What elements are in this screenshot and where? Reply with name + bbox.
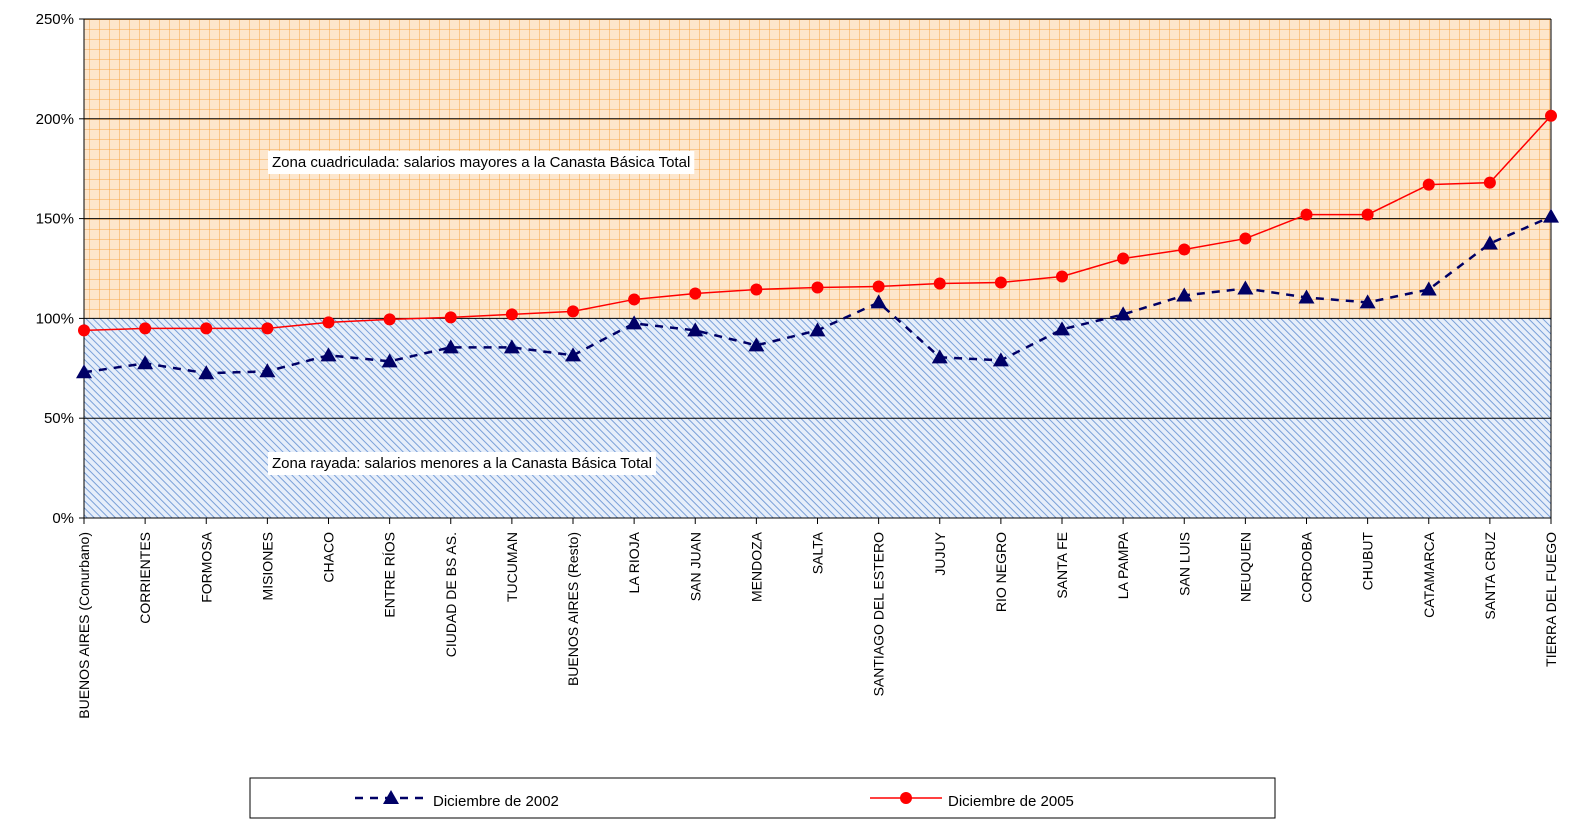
point [1359,294,1376,309]
point [322,316,335,329]
point [1237,280,1254,295]
point [137,355,154,370]
point [76,364,92,379]
x-tick-label: FORMOSA [198,531,214,602]
point [320,347,337,362]
point [261,322,274,335]
legend-marker [383,790,399,804]
point [1300,208,1313,221]
x-tick-label: NEUQUEN [1237,532,1253,602]
point [1543,208,1559,223]
point [503,339,520,354]
point [1422,178,1435,191]
x-tick-label: RIO NEGRO [993,532,1009,612]
point [565,347,581,362]
x-tick-label: BUENOS AIRES (Conurbano) [76,532,92,719]
point [750,283,763,296]
x-tick-label: BUENOS AIRES (Resto) [565,532,581,686]
point [1298,289,1315,304]
point [992,352,1009,367]
x-tick-label: CHACO [321,532,337,583]
x-tick-label: LA PAMPA [1115,531,1131,599]
point [931,349,948,364]
x-tick-label: SANTA FE [1054,532,1070,599]
x-tick-label: CORRIENTES [137,532,153,624]
x-tick-label: CHUBUT [1360,532,1376,591]
point [1483,176,1496,189]
point [628,293,641,306]
point [626,315,643,330]
annotation-box [268,151,695,174]
point [198,365,215,380]
x-tick-label: TUCUMAN [504,532,520,602]
y-tick-label: 100% [36,310,74,327]
point [687,322,704,337]
point [444,311,457,324]
point [870,294,887,309]
annotation: Zona rayada: salarios menores a la Canas… [272,455,652,472]
x-tick-label: CATAMARCA [1421,531,1437,617]
point [1239,232,1252,245]
x-tick-label: LA RIOJA [626,531,642,593]
point [1420,281,1437,296]
point [1117,252,1130,265]
point [383,313,396,326]
point [1115,306,1132,321]
x-tick-label: SAN JUAN [687,532,703,601]
x-tick-label: MISIONES [259,532,275,600]
point [933,277,946,290]
annotation-box [268,452,656,475]
point [809,322,826,337]
point [994,276,1007,289]
point [259,363,276,378]
point [505,308,518,321]
x-tick-label: CORDOBA [1299,531,1315,602]
x-tick-label: SALTA [810,531,826,574]
x-tick-label: TIERRA DEL FUEGO [1543,532,1559,667]
annotation: Zona cuadriculada: salarios mayores a la… [272,154,690,171]
point [567,305,579,318]
point [200,322,213,335]
y-tick-label: 150% [36,211,74,228]
point [78,324,90,337]
x-tick-label: CIUDAD DE BS AS. [443,532,459,657]
point [139,322,152,335]
point [1056,270,1068,283]
point [689,287,702,300]
point [1481,235,1498,250]
point [1178,243,1191,256]
x-tick-label: ENTRE RÍOS [382,532,398,618]
point [1361,208,1374,221]
point [1176,287,1193,302]
x-tick-label: SANTA CRUZ [1482,532,1498,620]
point [1054,321,1070,336]
x-tick-label: JUJUY [932,531,948,575]
y-tick-label: 0% [52,510,74,527]
x-tick-label: SANTIAGO DEL ESTERO [871,532,887,697]
point [381,353,398,368]
y-tick-label: 200% [36,111,74,128]
point [748,337,765,352]
y-tick-label: 250% [36,11,74,28]
point [872,280,885,293]
point [1545,109,1557,122]
legend-label: Diciembre de 2002 [433,793,559,810]
point [811,281,824,294]
legend-label: Diciembre de 2005 [948,793,1074,810]
legend-marker [900,792,912,804]
x-tick-label: MENDOZA [748,531,764,602]
y-tick-label: 50% [44,410,74,427]
point [442,339,459,354]
x-tick-label: SAN LUIS [1176,532,1192,596]
